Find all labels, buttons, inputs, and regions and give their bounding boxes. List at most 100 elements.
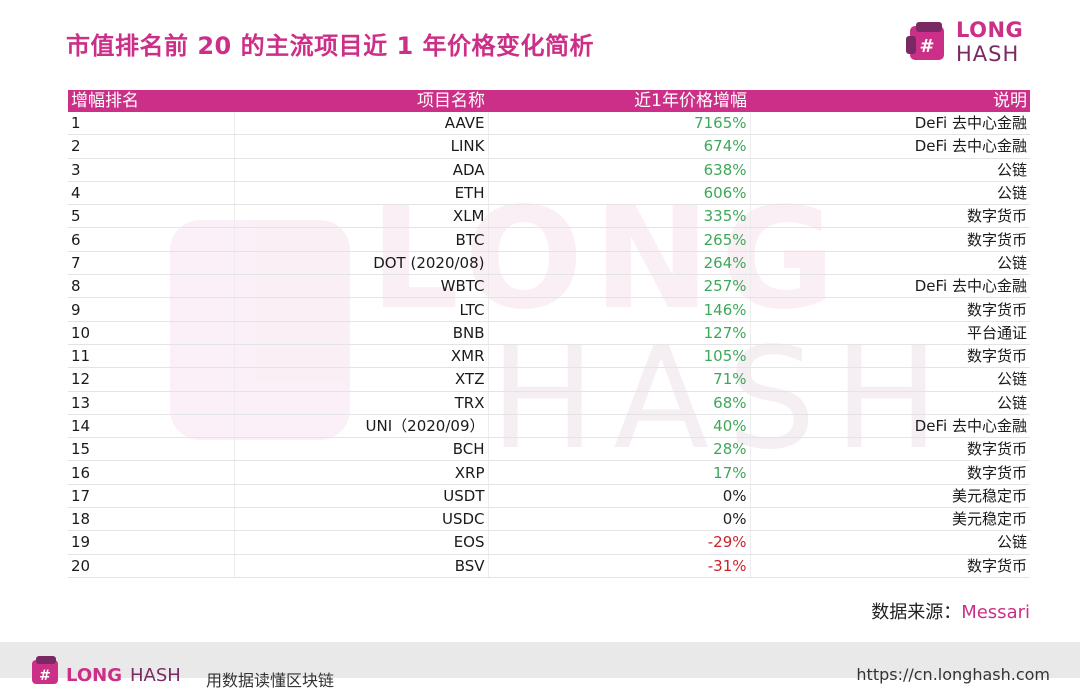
cell-name: USDT — [234, 484, 489, 509]
table-row: 19 EOS -29% 公链 — [68, 530, 1030, 555]
cell-change: 638% — [488, 158, 751, 182]
cell-change: 71% — [488, 367, 751, 392]
cell-desc: 美元稳定币 — [750, 507, 1030, 532]
table-row: 10 BNB 127% 平台通证 — [68, 321, 1030, 345]
cell-change: 28% — [488, 437, 751, 462]
brand-hash-text: HASH — [956, 42, 1020, 66]
cell-change: 40% — [488, 414, 751, 439]
cell-desc: 数字货币 — [750, 344, 1030, 369]
page-title: 市值排名前 20 的主流项目近 1 年价格变化简析 — [66, 32, 595, 60]
data-source: 数据来源：Messari — [871, 598, 1030, 624]
cell-rank: 19 — [68, 530, 235, 555]
table-row: 9 LTC 146% 数字货币 — [68, 297, 1030, 322]
cell-rank: 10 — [68, 321, 235, 345]
table-row: 3 ADA 638% 公链 — [68, 158, 1030, 182]
cell-rank: 8 — [68, 274, 235, 299]
table-row: 1 AAVE 7165% DeFi 去中心金融 — [68, 112, 1030, 136]
cell-rank: 11 — [68, 344, 235, 369]
cell-change: 264% — [488, 251, 751, 276]
cell-desc: DeFi 去中心金融 — [750, 134, 1030, 159]
cell-desc: 美元稳定币 — [750, 484, 1030, 509]
cell-rank: 16 — [68, 460, 235, 485]
cell-desc: 公链 — [750, 181, 1030, 206]
cell-name: XRP — [234, 460, 489, 485]
cell-name: BTC — [234, 227, 489, 252]
cell-rank: 2 — [68, 134, 235, 159]
cell-name: BNB — [234, 321, 489, 345]
cell-name: ETH — [234, 181, 489, 206]
cell-name: USDC — [234, 507, 489, 532]
cell-rank: 5 — [68, 204, 235, 229]
table-row: 8 WBTC 257% DeFi 去中心金融 — [68, 274, 1030, 299]
cell-desc: 平台通证 — [750, 321, 1030, 345]
cell-desc: 公链 — [750, 367, 1030, 392]
cell-change: 105% — [488, 344, 751, 369]
cell-name: BSV — [234, 554, 489, 578]
cell-rank: 7 — [68, 251, 235, 276]
footer-url-link[interactable]: https://cn.longhash.com — [856, 665, 1050, 684]
cell-rank: 15 — [68, 437, 235, 462]
cell-change: 17% — [488, 460, 751, 485]
cell-rank: 14 — [68, 414, 235, 439]
cell-desc: 公链 — [750, 251, 1030, 276]
ranking-table: 增幅排名 项目名称 近1年价格增幅 说明 1 AAVE 7165% DeFi 去中心金… — [68, 90, 1030, 578]
cell-rank: 17 — [68, 484, 235, 509]
cell-change: 335% — [488, 204, 751, 229]
cell-desc: DeFi 去中心金融 — [750, 112, 1030, 136]
cell-name: ADA — [234, 158, 489, 182]
cell-change: 0% — [488, 507, 751, 532]
table-row: 12 XTZ 71% 公链 — [68, 367, 1030, 392]
cell-name: XTZ — [234, 367, 489, 392]
cell-desc: 数字货币 — [750, 297, 1030, 322]
table-row: 14 UNI（2020/09） 40% DeFi 去中心金融 — [68, 414, 1030, 439]
cell-name: LTC — [234, 297, 489, 322]
cell-name: BCH — [234, 437, 489, 462]
cell-desc: 数字货币 — [750, 554, 1030, 578]
table-row: 18 USDC 0% 美元稳定币 — [68, 507, 1030, 532]
cell-change: 257% — [488, 274, 751, 299]
cell-desc: 公链 — [750, 530, 1030, 555]
table-row: 4 ETH 606% 公链 — [68, 181, 1030, 206]
cell-rank: 6 — [68, 227, 235, 252]
svg-text:#: # — [39, 668, 51, 684]
brand-logo: # LONG HASH — [906, 18, 1024, 70]
header-rank: 增幅排名 — [68, 90, 234, 112]
cell-rank: 3 — [68, 158, 235, 182]
cell-desc: DeFi 去中心金融 — [750, 274, 1030, 299]
table-row: 13 TRX 68% 公链 — [68, 391, 1030, 415]
cell-change: -31% — [488, 554, 751, 578]
cell-name: WBTC — [234, 274, 489, 299]
source-name: Messari — [961, 602, 1030, 623]
cell-rank: 18 — [68, 507, 235, 532]
cell-desc: 数字货币 — [750, 437, 1030, 462]
source-label: 数据来源： — [871, 602, 962, 623]
header-change: 近1年价格增幅 — [488, 90, 750, 112]
hash-cube-icon: # — [906, 22, 944, 60]
cell-name: LINK — [234, 134, 489, 159]
cell-change: 68% — [488, 391, 751, 415]
cell-name: TRX — [234, 391, 489, 415]
table-row: 7 DOT (2020/08) 264% 公链 — [68, 251, 1030, 276]
table-row: 15 BCH 28% 数字货币 — [68, 437, 1030, 462]
cell-rank: 1 — [68, 112, 235, 136]
header-name: 项目名称 — [234, 90, 488, 112]
cell-name: UNI（2020/09） — [234, 414, 489, 439]
table-header-row: 增幅排名 项目名称 近1年价格增幅 说明 — [68, 90, 1030, 112]
cell-desc: 公链 — [750, 391, 1030, 415]
cell-change: -29% — [488, 530, 751, 555]
table-row: 2 LINK 674% DeFi 去中心金融 — [68, 134, 1030, 159]
table-row: 16 XRP 17% 数字货币 — [68, 460, 1030, 485]
cell-desc: 数字货币 — [750, 227, 1030, 252]
cell-name: EOS — [234, 530, 489, 555]
table-body: 1 AAVE 7165% DeFi 去中心金融 2 LINK 674% DeFi 去中心金融 3… — [68, 112, 1030, 578]
cell-change: 674% — [488, 134, 751, 159]
cell-name: XLM — [234, 204, 489, 229]
table-row: 11 XMR 105% 数字货币 — [68, 344, 1030, 369]
table-row: 17 USDT 0% 美元稳定币 — [68, 484, 1030, 509]
brand-long-text: LONG — [956, 18, 1024, 42]
cell-name: DOT (2020/08) — [234, 251, 489, 276]
cell-desc: DeFi 去中心金融 — [750, 414, 1030, 439]
footer-brand-long: LONG — [66, 665, 122, 686]
cell-change: 0% — [488, 484, 751, 509]
table-row: 6 BTC 265% 数字货币 — [68, 227, 1030, 252]
